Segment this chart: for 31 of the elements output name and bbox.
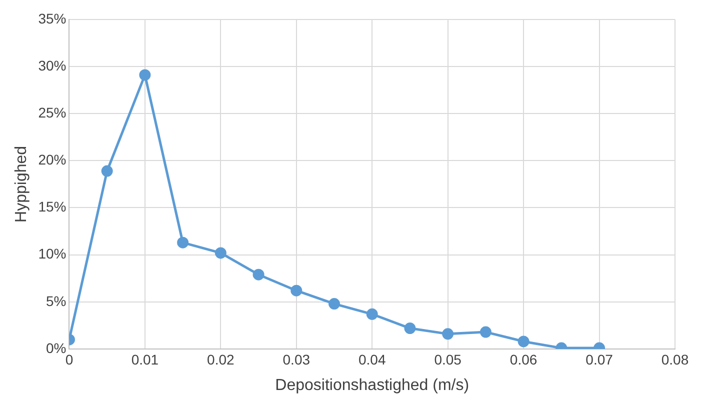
x-tick-label: 0.06: [510, 351, 538, 368]
x-tick-label: 0.08: [661, 351, 689, 368]
y-tick-label: 15%: [38, 198, 66, 215]
x-axis-title: Depositionshastighed (m/s): [275, 376, 470, 394]
y-tick-label: 30%: [38, 57, 66, 74]
y-axis-title: Hyppighed: [13, 146, 30, 222]
y-tick-label: 35%: [38, 10, 66, 26]
point: [252, 268, 264, 280]
point: [177, 236, 189, 248]
x-tick-label: 0.03: [282, 351, 310, 368]
x-tick-label: 0.07: [586, 351, 614, 368]
x-tick-label: 0.04: [358, 351, 386, 368]
point: [139, 69, 151, 81]
y-tick-label: 5%: [46, 292, 66, 309]
y-tick-label: 20%: [38, 152, 66, 168]
y-tick-label: 10%: [38, 246, 66, 262]
y-tick-label: 25%: [38, 104, 66, 120]
point: [404, 322, 416, 334]
y-tick-label: 0%: [46, 340, 66, 356]
point: [518, 336, 530, 348]
point: [366, 308, 378, 320]
point: [101, 165, 113, 177]
point: [442, 328, 454, 340]
point: [480, 326, 492, 338]
x-tick-label: 0.05: [434, 351, 462, 368]
x-tick-label: 0.02: [207, 351, 234, 368]
point: [290, 284, 302, 296]
x-tick-label: 0.01: [131, 351, 159, 368]
x-tick-label: 0: [65, 351, 74, 368]
point: [328, 298, 340, 310]
point: [214, 247, 226, 259]
